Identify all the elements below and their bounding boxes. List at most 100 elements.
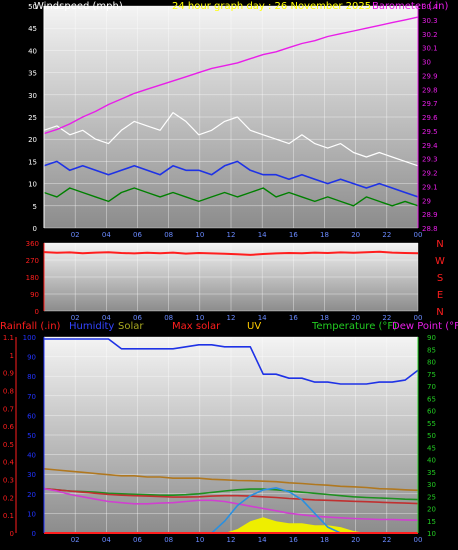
wind-x-x-tick-label-7: 16 (289, 231, 298, 239)
compass-label-0: N (436, 239, 443, 250)
humidity-y-tick-label-2: 20 (27, 491, 36, 499)
direction-y-tick-label-0: 0 (35, 308, 39, 316)
barometer-y-tick-label-16: 30.4 (422, 3, 438, 11)
series-humidity (44, 338, 419, 385)
wind-x-x-tick-label-8: 18 (320, 231, 329, 239)
compass-label-4: N (436, 307, 443, 318)
rain-y-tick-label-1: 0.1 (3, 512, 14, 520)
temperature-y-tick-label-13: 75 (427, 371, 436, 379)
humidity-y-tick-label-8: 80 (27, 373, 36, 381)
legend-humidity: Humidity (69, 321, 114, 332)
rain-y-tick-label-6: 0.6 (3, 423, 15, 431)
wind-y-tick-label-8: 40 (28, 47, 37, 55)
wind-y-tick-label-3: 15 (28, 158, 37, 166)
rain-y-tick-label-2: 0.2 (3, 494, 14, 502)
direction-x-x-tick-label-6: 14 (258, 314, 267, 322)
barometer-axis-title: Barometer (.in) (372, 1, 448, 12)
series-wind-direction (43, 250, 419, 256)
direction-y-tick-label-2: 180 (26, 274, 39, 282)
legend-solar: Solar (118, 321, 144, 332)
direction-x-x-tick-label-5: 12 (227, 314, 236, 322)
wind-x-x-tick-label-10: 22 (382, 231, 391, 239)
direction-x-x-tick-label-4: 10 (195, 314, 204, 322)
temperature-series (43, 338, 419, 534)
barometer-y-tick-label-6: 29.4 (422, 142, 438, 150)
rain-y-tick-label-7: 0.7 (3, 405, 14, 413)
temperature-y-tick-label-12: 70 (427, 383, 436, 391)
series-windspeed-mph-avg (43, 160, 419, 198)
rain-y-tick-label-9: 0.9 (3, 370, 14, 378)
humidity-y-tick-label-7: 70 (27, 393, 36, 401)
temperature-y-tick-label-10: 60 (427, 408, 436, 416)
rain-y-tick-label-0: 0 (10, 530, 14, 538)
compass-label-1: W (435, 256, 445, 267)
temperature-y-tick-label-5: 35 (427, 469, 436, 477)
barometer-y-tick-label-5: 29.3 (422, 156, 438, 164)
wind-grid (44, 5, 419, 229)
temperature-axes: 02 04 06 08 10 12 14 16 18 20 22 0000.10.20.30.40.5… (3, 334, 436, 544)
wind-x-x-tick-label-2: 06 (133, 231, 142, 239)
wind-x-x-tick-label-4: 10 (195, 231, 204, 239)
direction-x-x-tick-label-3: 08 (164, 314, 173, 322)
humidity-y-tick-label-3: 30 (27, 471, 36, 479)
barometer-y-tick-label-8: 29.6 (422, 114, 438, 122)
series-windspeed-mph-gust (43, 111, 419, 167)
direction-x-x-tick-label-0: 02 (71, 314, 80, 322)
compass-label-3: E (437, 290, 443, 301)
rain-y-tick-label-8: 0.8 (3, 387, 14, 395)
humidity-y-tick-label-0: 0 (32, 530, 36, 538)
humidity-y-tick-label-1: 10 (27, 510, 36, 518)
legend-max-solar: Max solar (172, 321, 221, 332)
temperature-y-tick-label-14: 80 (427, 359, 436, 367)
temperature-y-tick-label-9: 55 (427, 420, 436, 428)
direction-x-x-tick-label-2: 06 (133, 314, 142, 322)
wind-x-x-tick-label-3: 08 (164, 231, 173, 239)
wind-axes: 02 04 06 08 10 12 14 16 18 20 22 000510152025303540… (28, 3, 438, 239)
direction-x-x-tick-label-11: 00 (414, 314, 423, 322)
wind-y-tick-label-5: 25 (28, 114, 37, 122)
wind-axis-title: Windspeed (mph) (34, 1, 123, 12)
rain-y-tick-label-3: 0.3 (3, 477, 14, 485)
barometer-y-tick-label-1: 28.9 (422, 211, 438, 219)
wind-x-x-tick-label-1: 04 (102, 231, 111, 239)
rain-y-tick-label-10: 1 (10, 352, 14, 360)
humidity-y-tick-label-10: 100 (23, 334, 36, 342)
legend-rainfall: Rainfall (.in) (0, 321, 61, 332)
rain-y-tick-label-5: 0.5 (3, 441, 14, 449)
barometer-y-tick-label-9: 29.7 (422, 100, 438, 108)
compass-label-2: S (437, 273, 443, 284)
direction-x-x-tick-label-10: 22 (382, 314, 391, 322)
barometer-y-tick-label-15: 30.3 (422, 17, 438, 25)
temperature-x-x-tick-label-7: 16 (289, 536, 298, 544)
humidity-y-tick-label-9: 90 (27, 354, 36, 362)
temperature-x-x-tick-label-3: 08 (164, 536, 173, 544)
wind-x-x-tick-label-5: 12 (227, 231, 236, 239)
wind-barometer-chart: 02 04 06 08 10 12 14 16 18 20 22 000510152025303540… (28, 1, 448, 239)
direction-y-tick-label-4: 360 (26, 240, 39, 248)
direction-x-x-tick-label-9: 20 (351, 314, 360, 322)
temperature-y-tick-label-15: 85 (427, 346, 436, 354)
wind-series (43, 16, 419, 207)
temperature-x-x-tick-label-6: 14 (258, 536, 267, 544)
direction-x-x-tick-label-1: 04 (102, 314, 111, 322)
wind-y-tick-label-2: 10 (28, 181, 37, 189)
temperature-y-tick-label-4: 30 (427, 481, 436, 489)
barometer-y-tick-label-3: 29.1 (422, 183, 438, 191)
temperature-x-x-tick-label-1: 04 (102, 536, 111, 544)
temperature-y-tick-label-6: 40 (427, 457, 436, 465)
barometer-y-tick-label-13: 30.1 (422, 45, 438, 53)
temperature-y-tick-label-8: 50 (427, 432, 436, 440)
temperature-y-tick-label-1: 15 (427, 518, 436, 526)
direction-x-x-tick-label-7: 16 (289, 314, 298, 322)
wind-x-x-tick-label-0: 02 (71, 231, 80, 239)
rain-y-tick-label-11: 1.1 (3, 334, 14, 342)
barometer-y-tick-label-11: 29.9 (422, 72, 438, 80)
temperature-x-x-tick-label-4: 10 (195, 536, 204, 544)
humidity-y-tick-label-5: 50 (27, 432, 36, 440)
barometer-y-tick-label-0: 28.8 (422, 225, 438, 233)
legend-temperature: Temperature (°F) (311, 321, 397, 332)
series-dew-point-f- (43, 487, 419, 505)
barometer-y-tick-label-4: 29.2 (422, 170, 438, 178)
